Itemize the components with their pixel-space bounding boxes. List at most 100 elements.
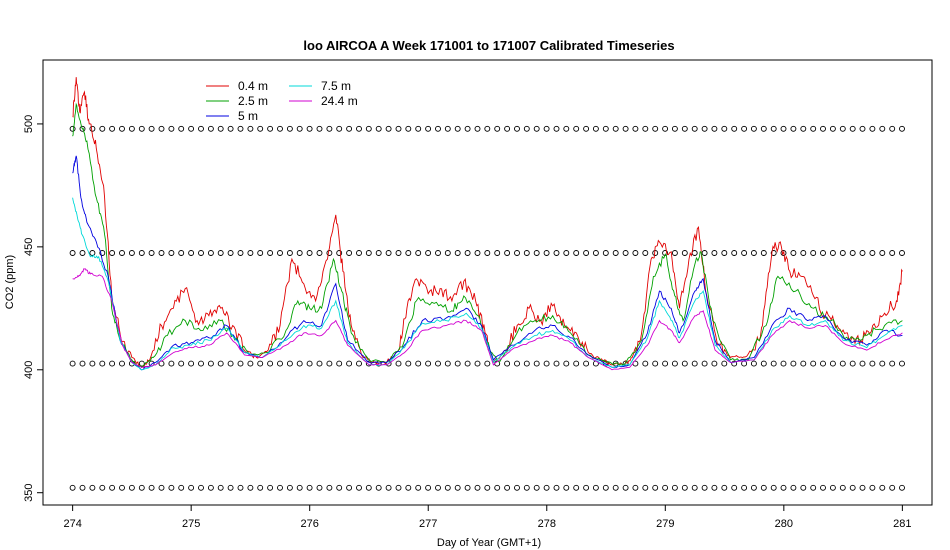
- calibration-point: [365, 360, 372, 367]
- calibration-point: [69, 360, 76, 367]
- calibration-point: [849, 125, 856, 132]
- calibration-point: [701, 250, 708, 256]
- calibration-point: [277, 484, 283, 491]
- calibration-point: [750, 125, 757, 132]
- calibration-point: [800, 360, 807, 367]
- calibration-point: [385, 125, 392, 132]
- x-tick-label: 279: [656, 518, 674, 530]
- calibration-point: [642, 250, 649, 256]
- calibration-point: [415, 125, 422, 132]
- y-axis-label: CO2 (ppm): [4, 255, 16, 309]
- calibration-point: [326, 360, 333, 367]
- x-tick-label: 278: [538, 518, 556, 530]
- calibration-point: [869, 250, 876, 256]
- calibration-point: [671, 360, 678, 367]
- x-tick-label: 277: [419, 518, 437, 530]
- calibration-point: [138, 360, 145, 367]
- calibration-point: [148, 484, 155, 491]
- calibration-point: [336, 360, 343, 367]
- calibration-point: [504, 484, 511, 491]
- calibration-point: [622, 125, 629, 132]
- calibration-point: [89, 484, 96, 491]
- calibration-point: [395, 125, 402, 132]
- x-axis-label: Day of Year (GMT+1): [437, 537, 541, 549]
- calibration-point: [198, 360, 204, 367]
- calibration-point: [405, 360, 412, 367]
- calibration-point: [207, 250, 214, 256]
- calibration-point: [810, 484, 817, 491]
- y-tick-label: 500: [23, 115, 35, 133]
- calibration-point: [227, 484, 234, 491]
- calibration-point: [859, 250, 866, 256]
- calibration-point: [247, 250, 254, 256]
- legend: 0.4 m2.5 m5 m 7.5 m24.4 m: [206, 79, 358, 123]
- calibration-point: [602, 250, 609, 256]
- calibration-point: [444, 484, 451, 491]
- calibration-point: [632, 125, 639, 132]
- calibration-point: [770, 360, 777, 367]
- calibration-point: [168, 360, 175, 367]
- x-tick-label: 276: [301, 518, 319, 530]
- calibration-point: [612, 484, 619, 491]
- calibration-point: [296, 484, 303, 491]
- calibration-point: [701, 125, 708, 132]
- calibration-point: [879, 360, 886, 367]
- calibration-point: [296, 125, 303, 132]
- series-line-0-4-m: [72, 77, 903, 369]
- calibration-point: [810, 250, 817, 256]
- calibration-point: [138, 125, 145, 132]
- calibration-point: [99, 250, 106, 256]
- calibration-point: [731, 250, 738, 256]
- calibration-point: [237, 484, 244, 491]
- x-tick-label: 274: [63, 518, 81, 530]
- calibration-point: [375, 484, 382, 491]
- calibration-point: [533, 250, 540, 256]
- calibration-point: [899, 125, 905, 132]
- calibration-point: [444, 250, 451, 256]
- calibration-point: [247, 125, 254, 132]
- calibration-point: [119, 484, 125, 491]
- calibration-point: [435, 250, 441, 256]
- calibration-point: [415, 250, 422, 256]
- calibration-point: [859, 125, 866, 132]
- calibration-point: [820, 360, 826, 367]
- calibration-point: [612, 250, 619, 256]
- calibration-point: [79, 484, 86, 491]
- calibration-point: [553, 250, 560, 256]
- calibration-point: [691, 484, 698, 491]
- calibration-point: [237, 360, 244, 367]
- calibration-point: [405, 484, 412, 491]
- calibration-point: [839, 484, 846, 491]
- calibration-point: [444, 360, 451, 367]
- calibration-point: [671, 250, 678, 256]
- calibration-point: [681, 250, 688, 256]
- calibration-point: [523, 250, 530, 256]
- calibration-point: [731, 360, 738, 367]
- calibration-point: [198, 250, 204, 256]
- calibration-point: [671, 484, 678, 491]
- calibration-point: [711, 360, 718, 367]
- calibration-point: [128, 125, 135, 132]
- calibration-point: [691, 250, 698, 256]
- calibration-point: [721, 250, 728, 256]
- calibration-point: [681, 360, 688, 367]
- calibration-point: [286, 250, 293, 256]
- calibration-point: [365, 250, 372, 256]
- calibration-point: [109, 125, 116, 132]
- calibration-point: [444, 125, 451, 132]
- calibration-point: [543, 360, 550, 367]
- calibration-point: [286, 125, 293, 132]
- calibration-point: [474, 250, 481, 256]
- calibration-point: [750, 484, 757, 491]
- calibration-point: [573, 484, 580, 491]
- calibration-point: [336, 250, 343, 256]
- calibration-point: [820, 484, 826, 491]
- calibration-point: [89, 125, 96, 132]
- calibration-point: [899, 484, 905, 491]
- calibration-point: [741, 250, 748, 256]
- calibration-point: [178, 250, 185, 256]
- y-tick-label: 450: [23, 238, 35, 256]
- calibration-point: [642, 360, 649, 367]
- calibration-point: [563, 250, 570, 256]
- calibration-point: [662, 484, 669, 491]
